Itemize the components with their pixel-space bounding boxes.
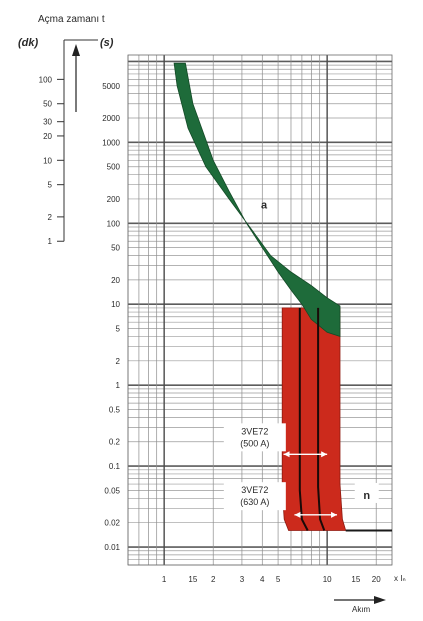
y-tick-label-seconds: 0.01: [104, 543, 120, 552]
annotation-arrow-head-left: [294, 511, 301, 518]
x-tick-label: 3: [240, 575, 245, 584]
y-tick-label-seconds: 1: [116, 381, 121, 390]
y-tick-label-seconds: 100: [107, 219, 121, 228]
curve-line_630: [317, 307, 326, 531]
x-tick-label: 20: [372, 575, 381, 584]
x-tick-label: 2: [211, 575, 216, 584]
x-axis-label: Akım: [352, 605, 371, 614]
y-tick-label-minutes: 50: [43, 100, 52, 109]
label-a_label: a: [261, 200, 268, 212]
y-tick-label-minutes: 10: [43, 156, 52, 165]
annotation-trip_630-rating: (630 A): [240, 497, 269, 507]
y-axis-minutes-label: (dk): [18, 37, 39, 49]
y-tick-label-seconds: 10: [111, 300, 120, 309]
y-tick-label-seconds: 2: [116, 357, 121, 366]
y-tick-label-seconds: 0.1: [109, 462, 121, 471]
annotation-trip_500-model: 3VE72: [241, 426, 268, 436]
y-tick-label-minutes: 1: [48, 237, 53, 246]
y-tick-label-seconds: 20: [111, 276, 120, 285]
y-tick-label-seconds: 5000: [102, 82, 120, 91]
y-tick-label-seconds: 500: [107, 163, 121, 172]
y-tick-label-seconds: 5: [116, 325, 121, 334]
y-tick-label-seconds: 2000: [102, 114, 120, 123]
x-unit-label: x Iₙ: [394, 574, 406, 583]
series-n-area: [281, 307, 347, 531]
time-axis-arrow-head: [72, 44, 80, 56]
y-tick-label-seconds: 0.5: [109, 406, 121, 415]
chart-grid: [127, 54, 393, 566]
x-tick-label: 5: [276, 575, 281, 584]
y-tick-label-minutes: 20: [43, 132, 52, 141]
annotation-trip_630-model: 3VE72: [241, 485, 268, 495]
curve-line_500: [298, 307, 309, 531]
y-tick-label-minutes: 5: [48, 181, 53, 190]
y-tick-label-minutes: 100: [39, 75, 53, 84]
series-a-area: [173, 62, 341, 337]
label-n_label: n: [363, 490, 370, 502]
y-tick-label-seconds: 1000: [102, 138, 120, 147]
chart-annotations: a n 3VE72 (500 A) 3VE72 (630 A): [223, 200, 379, 518]
x-tick-label: 1: [162, 575, 167, 584]
x-tick-label: 15: [188, 575, 197, 584]
y-tick-label-seconds: 0.2: [109, 438, 121, 447]
y-axis-seconds-label: (s): [100, 37, 114, 49]
plot-frame: [127, 54, 393, 566]
y-tick-label-seconds: 0.02: [104, 519, 120, 528]
annotation-arrow-head-right: [331, 511, 338, 518]
chart-series: [173, 62, 392, 532]
x-tick-label: 10: [323, 575, 332, 584]
n-label-box: [354, 482, 379, 503]
y-tick-label-seconds: 0.05: [104, 486, 120, 495]
annotation-arrow-head-right: [321, 451, 328, 458]
y-tick-label-minutes: 30: [43, 118, 52, 127]
annotation-box-trip_500: [223, 423, 286, 452]
x-tick-label: 15: [351, 575, 360, 584]
y-tick-label-seconds: 50: [111, 244, 120, 253]
annotation-arrow-head-left: [283, 451, 290, 458]
x-tick-label: 4: [260, 575, 265, 584]
y-tick-label-minutes: 2: [48, 213, 53, 222]
chart-axes: 5000 2000 1000 500 200 100 50 20 10 5 2 1 0.5 0.2 0.1 0…: [39, 39, 386, 604]
y-tick-label-seconds: 200: [107, 195, 121, 204]
annotation-trip_500-rating: (500 A): [240, 438, 269, 448]
annotation-box-trip_630: [223, 482, 286, 511]
current-axis-arrow-head: [374, 596, 386, 604]
chart-title: Açma zamanı t: [38, 14, 105, 25]
